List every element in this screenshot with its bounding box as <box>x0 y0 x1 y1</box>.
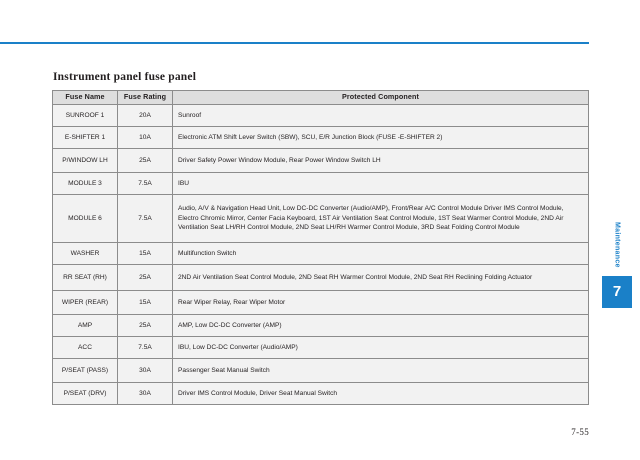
cell-fuse-name: P/SEAT (DRV) <box>52 382 118 405</box>
cell-fuse-name: MODULE 3 <box>52 172 118 195</box>
cell-fuse-rating: 30A <box>117 358 173 383</box>
chapter-label: Maintenance <box>613 222 621 268</box>
cell-protected-component: AMP, Low DC-DC Converter (AMP) <box>172 314 589 337</box>
cell-protected-component: IBU <box>172 172 589 195</box>
cell-protected-component: Sunroof <box>172 104 589 127</box>
table-row: E-SHIFTER 1 10A Electronic ATM Shift Lev… <box>52 126 589 149</box>
page-number: 7-55 <box>571 427 589 437</box>
table-row: SUNROOF 1 20A Sunroof <box>52 104 589 127</box>
cell-protected-component: Driver IMS Control Module, Driver Seat M… <box>172 382 589 405</box>
table-row: ACC 7.5A IBU, Low DC-DC Converter (Audio… <box>52 336 589 359</box>
table-row: RR SEAT (RH) 25A 2ND Air Ventilation Sea… <box>52 264 589 291</box>
chapter-side-tab: Maintenance 7 <box>602 222 632 308</box>
cell-fuse-name: RR SEAT (RH) <box>52 264 118 291</box>
cell-fuse-rating: 25A <box>117 264 173 291</box>
cell-fuse-rating: 30A <box>117 382 173 405</box>
cell-protected-component: Rear Wiper Relay, Rear Wiper Motor <box>172 290 589 315</box>
table-row: AMP 25A AMP, Low DC-DC Converter (AMP) <box>52 314 589 337</box>
table-header: Fuse Name Fuse Rating Protected Componen… <box>52 90 589 105</box>
cell-fuse-rating: 25A <box>117 314 173 337</box>
table-row: P/WINDOW LH 25A Driver Safety Power Wind… <box>52 148 589 173</box>
cell-fuse-rating: 10A <box>117 126 173 149</box>
fuse-panel-table: Fuse Name Fuse Rating Protected Componen… <box>52 90 589 405</box>
cell-fuse-name: SUNROOF 1 <box>52 104 118 127</box>
cell-fuse-name: P/WINDOW LH <box>52 148 118 173</box>
header-rule <box>0 42 589 44</box>
page-title: Instrument panel fuse panel <box>53 71 197 83</box>
column-header-protected-component: Protected Component <box>172 90 589 105</box>
cell-fuse-rating: 15A <box>117 290 173 315</box>
cell-fuse-name: WIPER (REAR) <box>52 290 118 315</box>
chapter-number-badge: 7 <box>602 275 632 308</box>
cell-fuse-rating: 15A <box>117 242 173 265</box>
table-row: P/SEAT (PASS) 30A Passenger Seat Manual … <box>52 358 589 383</box>
cell-protected-component: Audio, A/V & Navigation Head Unit, Low D… <box>172 194 589 243</box>
cell-protected-component: Passenger Seat Manual Switch <box>172 358 589 383</box>
table-row: WIPER (REAR) 15A Rear Wiper Relay, Rear … <box>52 290 589 315</box>
column-header-fuse-name: Fuse Name <box>52 90 118 105</box>
table-row: MODULE 6 7.5A Audio, A/V & Navigation He… <box>52 194 589 243</box>
cell-protected-component: Electronic ATM Shift Lever Switch (SBW),… <box>172 126 589 149</box>
cell-fuse-rating: 7.5A <box>117 172 173 195</box>
cell-fuse-rating: 7.5A <box>117 194 173 243</box>
cell-fuse-rating: 7.5A <box>117 336 173 359</box>
column-header-fuse-rating: Fuse Rating <box>117 90 173 105</box>
cell-fuse-name: WASHER <box>52 242 118 265</box>
cell-fuse-rating: 25A <box>117 148 173 173</box>
cell-fuse-name: P/SEAT (PASS) <box>52 358 118 383</box>
table-row: MODULE 3 7.5A IBU <box>52 172 589 195</box>
cell-fuse-name: AMP <box>52 314 118 337</box>
table-row: P/SEAT (DRV) 30A Driver IMS Control Modu… <box>52 382 589 405</box>
cell-fuse-name: ACC <box>52 336 118 359</box>
cell-fuse-rating: 20A <box>117 104 173 127</box>
table-row: WASHER 15A Multifunction Switch <box>52 242 589 265</box>
cell-protected-component: IBU, Low DC-DC Converter (Audio/AMP) <box>172 336 589 359</box>
cell-fuse-name: E-SHIFTER 1 <box>52 126 118 149</box>
cell-protected-component: Driver Safety Power Window Module, Rear … <box>172 148 589 173</box>
cell-protected-component: 2ND Air Ventilation Seat Control Module,… <box>172 264 589 291</box>
table-header-row: Fuse Name Fuse Rating Protected Componen… <box>52 90 589 105</box>
cell-protected-component: Multifunction Switch <box>172 242 589 265</box>
cell-fuse-name: MODULE 6 <box>52 194 118 243</box>
table-body: SUNROOF 1 20A Sunroof E-SHIFTER 1 10A El… <box>52 104 589 405</box>
